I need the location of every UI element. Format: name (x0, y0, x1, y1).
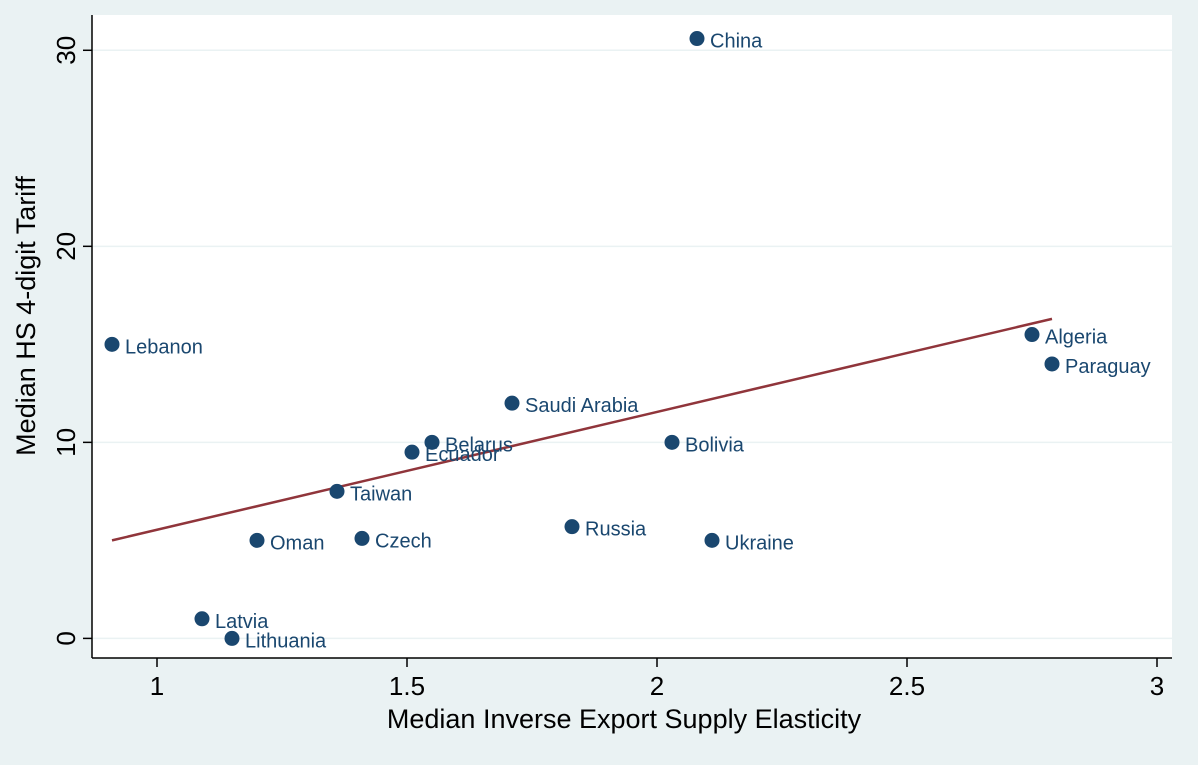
x-tick-label-3: 3 (1150, 671, 1164, 701)
point-label-lithuania: Lithuania (245, 630, 327, 652)
point-lebanon (104, 336, 120, 352)
y-axis-title: Median HS 4-digit Tariff (11, 176, 41, 456)
point-label-oman: Oman (270, 532, 324, 554)
point-label-taiwan: Taiwan (350, 483, 412, 505)
point-label-paraguay: Paraguay (1065, 356, 1151, 378)
point-algeria (1024, 327, 1040, 343)
point-latvia (194, 611, 210, 627)
point-paraguay (1044, 356, 1060, 372)
point-label-latvia: Latvia (215, 611, 269, 633)
x-tick-label-1.5: 1.5 (389, 671, 425, 701)
point-label-bolivia: Bolivia (685, 434, 745, 456)
y-tick-label-10: 10 (51, 428, 81, 457)
point-ukraine (704, 532, 720, 548)
point-china (689, 31, 705, 47)
point-label-lebanon: Lebanon (125, 336, 203, 358)
point-labels: China Lebanon Algeria Paraguay Saudi Arabia B… (125, 31, 1151, 653)
plot-area (92, 15, 1172, 658)
grid-lines (92, 49, 1172, 640)
point-label-belarus: Belarus (445, 434, 513, 456)
data-points (104, 31, 1060, 646)
point-oman (249, 532, 265, 548)
point-lithuania (224, 630, 240, 646)
point-czech (354, 530, 370, 546)
point-label-ukraine: Ukraine (725, 532, 794, 554)
fit-line-group (111, 317, 1053, 542)
point-taiwan (329, 483, 345, 499)
point-label-saudi-arabia: Saudi Arabia (525, 395, 639, 417)
x-axis: 1 1.5 2 2.5 3 (92, 657, 1172, 701)
point-belarus (424, 434, 440, 450)
point-saudi-arabia (504, 395, 520, 411)
point-bolivia (664, 434, 680, 450)
point-label-russia: Russia (585, 519, 647, 541)
point-label-czech: Czech (375, 530, 432, 552)
point-ecuador (404, 444, 420, 460)
x-axis-title: Median Inverse Export Supply Elasticity (387, 704, 862, 734)
x-tick-label-1: 1 (150, 671, 164, 701)
point-label-algeria: Algeria (1045, 327, 1108, 349)
y-tick-label-30: 30 (51, 36, 81, 65)
point-label-ecuador: Ecuador (425, 444, 500, 466)
point-russia (564, 519, 580, 535)
x-tick-label-2.5: 2.5 (889, 671, 925, 701)
x-tick-label-2: 2 (650, 671, 664, 701)
fit-line (111, 317, 1053, 542)
y-tick-label-0: 0 (51, 631, 81, 645)
y-tick-label-20: 20 (51, 232, 81, 261)
y-axis: 0 10 20 30 (51, 15, 93, 658)
point-label-china: China (710, 31, 763, 53)
